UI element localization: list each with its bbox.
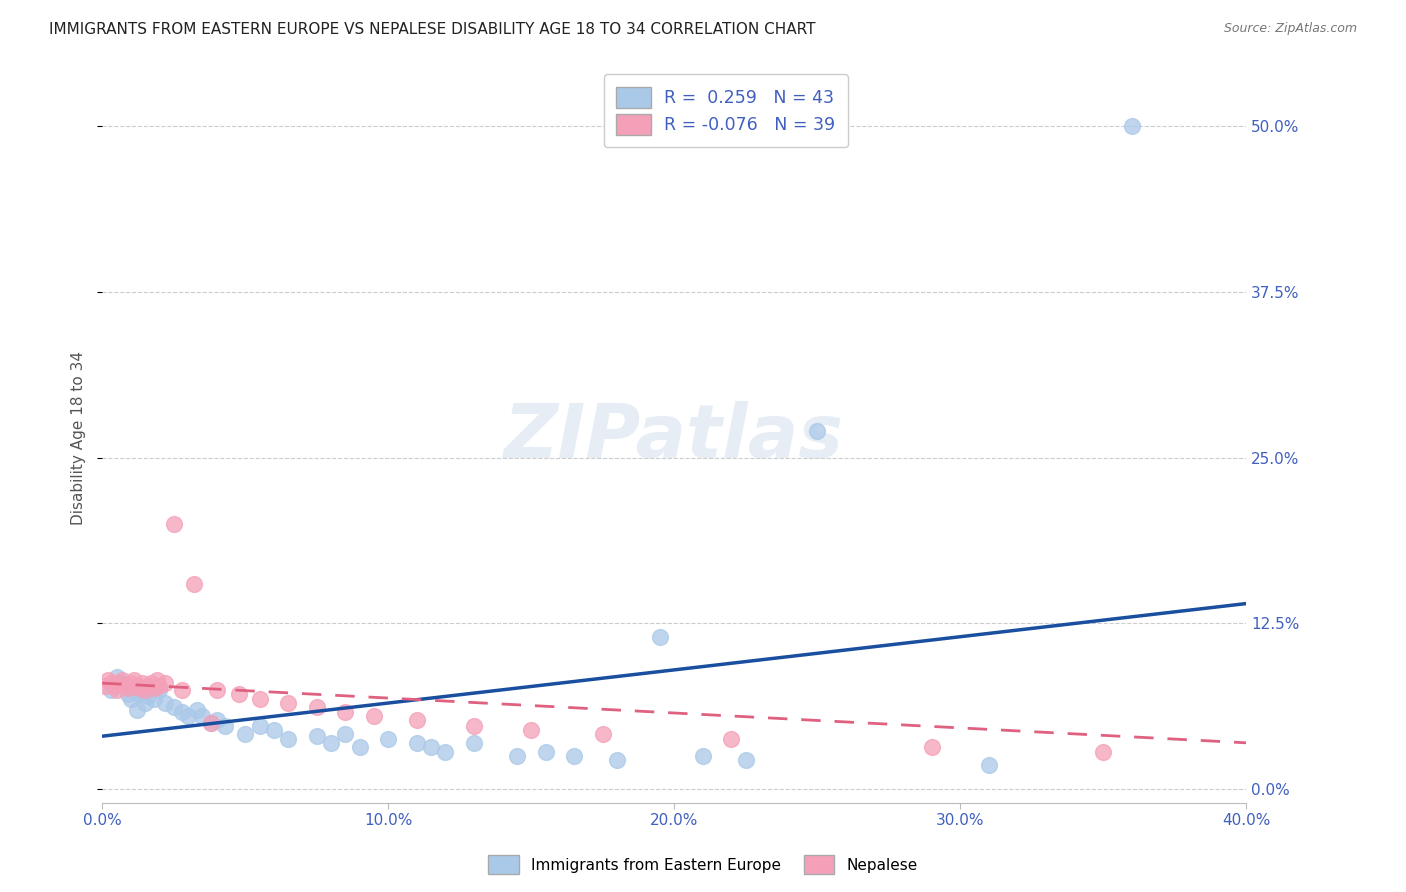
Point bbox=[349, 739, 371, 754]
Point bbox=[434, 745, 457, 759]
Point bbox=[1092, 745, 1115, 759]
Point bbox=[228, 687, 250, 701]
Legend: Immigrants from Eastern Europe, Nepalese: Immigrants from Eastern Europe, Nepalese bbox=[482, 849, 924, 880]
Point bbox=[335, 706, 357, 720]
Point bbox=[100, 682, 122, 697]
Point bbox=[145, 673, 167, 688]
Point bbox=[100, 676, 122, 690]
Point bbox=[117, 687, 139, 701]
Y-axis label: Disability Age 18 to 34: Disability Age 18 to 34 bbox=[72, 351, 86, 524]
Point bbox=[136, 679, 159, 693]
Point bbox=[191, 709, 214, 723]
Point bbox=[163, 700, 186, 714]
Point bbox=[125, 679, 148, 693]
Point bbox=[562, 749, 585, 764]
Point bbox=[720, 731, 742, 746]
Point bbox=[977, 758, 1000, 772]
Point bbox=[734, 753, 756, 767]
Point bbox=[105, 669, 128, 683]
Point bbox=[463, 718, 485, 732]
Point bbox=[463, 736, 485, 750]
Point bbox=[172, 706, 194, 720]
Point bbox=[1121, 119, 1143, 133]
Point bbox=[305, 700, 328, 714]
Point bbox=[592, 726, 614, 740]
Point bbox=[114, 679, 136, 693]
Point bbox=[186, 703, 208, 717]
Point bbox=[249, 718, 271, 732]
Point bbox=[163, 516, 186, 531]
Point bbox=[105, 682, 128, 697]
Point bbox=[233, 726, 256, 740]
Point bbox=[97, 673, 120, 688]
Point bbox=[148, 679, 170, 693]
Point bbox=[200, 715, 222, 730]
Text: Source: ZipAtlas.com: Source: ZipAtlas.com bbox=[1223, 22, 1357, 36]
Point bbox=[177, 709, 200, 723]
Point bbox=[103, 679, 125, 693]
Point bbox=[128, 681, 150, 696]
Point bbox=[111, 673, 134, 688]
Point bbox=[806, 424, 828, 438]
Point bbox=[200, 715, 222, 730]
Point bbox=[94, 679, 117, 693]
Point bbox=[305, 729, 328, 743]
Point bbox=[277, 731, 299, 746]
Point bbox=[136, 690, 159, 704]
Text: IMMIGRANTS FROM EASTERN EUROPE VS NEPALESE DISABILITY AGE 18 TO 34 CORRELATION C: IMMIGRANTS FROM EASTERN EUROPE VS NEPALE… bbox=[49, 22, 815, 37]
Point bbox=[117, 681, 139, 696]
Point bbox=[111, 676, 134, 690]
Point bbox=[921, 739, 943, 754]
Point bbox=[420, 739, 443, 754]
Point bbox=[377, 731, 399, 746]
Point bbox=[153, 676, 176, 690]
Point bbox=[335, 726, 357, 740]
Point bbox=[108, 676, 131, 690]
Point bbox=[142, 681, 165, 696]
Point bbox=[120, 676, 142, 690]
Point bbox=[520, 723, 543, 737]
Point bbox=[148, 682, 170, 697]
Point bbox=[405, 736, 427, 750]
Text: ZIPatlas: ZIPatlas bbox=[505, 401, 844, 475]
Point bbox=[134, 682, 156, 697]
Point bbox=[122, 673, 145, 688]
Point bbox=[277, 696, 299, 710]
Point bbox=[606, 753, 628, 767]
Point bbox=[134, 696, 156, 710]
Point bbox=[120, 692, 142, 706]
Point bbox=[128, 687, 150, 701]
Point bbox=[205, 713, 228, 727]
Point bbox=[131, 676, 153, 690]
Point bbox=[153, 696, 176, 710]
Point bbox=[125, 703, 148, 717]
Point bbox=[263, 723, 285, 737]
Point bbox=[139, 676, 162, 690]
Point bbox=[692, 749, 714, 764]
Point bbox=[319, 736, 342, 750]
Point bbox=[534, 745, 557, 759]
Point bbox=[183, 576, 205, 591]
Point bbox=[214, 718, 236, 732]
Point bbox=[363, 709, 385, 723]
Point bbox=[648, 630, 671, 644]
Point bbox=[172, 682, 194, 697]
Point bbox=[142, 692, 165, 706]
Legend: R =  0.259   N = 43, R = -0.076   N = 39: R = 0.259 N = 43, R = -0.076 N = 39 bbox=[603, 74, 848, 147]
Point bbox=[506, 749, 529, 764]
Point bbox=[249, 692, 271, 706]
Point bbox=[205, 682, 228, 697]
Point bbox=[405, 713, 427, 727]
